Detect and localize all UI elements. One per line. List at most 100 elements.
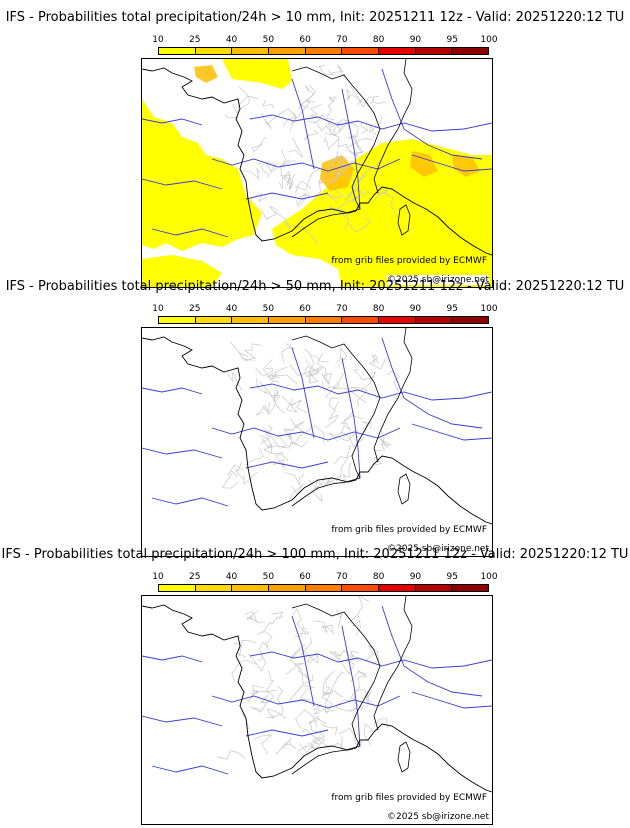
admin-boundary: [247, 689, 277, 703]
colorbar-swatch: [232, 317, 270, 323]
colorbar-tick-label: 40: [225, 304, 238, 314]
credit-source: from grib files provided by ECMWF: [331, 525, 487, 535]
river-line: [341, 88, 361, 210]
admin-boundary: [261, 616, 279, 634]
precip-map: from grib files provided by ECMWF ©2025 …: [141, 595, 493, 825]
admin-boundary: [289, 684, 313, 701]
admin-boundary: [330, 671, 346, 691]
river-line: [245, 461, 329, 469]
admin-boundary: [309, 103, 322, 118]
country-border: [291, 603, 381, 775]
colorbar-tick-label: 50: [262, 304, 275, 314]
river-line: [411, 154, 492, 172]
river-line: [381, 337, 483, 429]
river-line: [211, 695, 401, 709]
admin-boundary: [246, 615, 266, 623]
admin-boundary: [328, 150, 348, 166]
admin-boundary: [371, 354, 379, 365]
colorbar-labels: 10 25 40 50 60 70 80 90 95 100: [152, 304, 497, 315]
colorbar-tick-label: 100: [480, 35, 498, 45]
colorbar-tick-label: 10: [152, 572, 164, 582]
panel-title: IFS - Probabilities total precipitation/…: [5, 279, 625, 294]
colorbar-swatch: [305, 317, 343, 323]
admin-boundary: [359, 690, 372, 708]
colorbar-tick-label: 100: [480, 304, 498, 314]
admin-boundary: [328, 201, 347, 213]
country-border: [373, 596, 413, 731]
admin-boundary: [245, 447, 264, 466]
colorbar-swatch: [452, 585, 489, 591]
river-line: [291, 347, 315, 439]
admin-boundary: [274, 211, 291, 229]
river-line: [291, 78, 315, 170]
admin-boundary: [345, 193, 362, 204]
admin-boundary: [349, 671, 368, 699]
admin-boundary: [262, 359, 279, 381]
admin-boundary: [294, 626, 310, 638]
admin-boundary: [262, 99, 275, 108]
colorbar-swatch: [342, 48, 380, 54]
colorbar-swatch: [452, 48, 489, 54]
precip-area-10: [142, 59, 262, 251]
precip-area-40: [410, 151, 438, 177]
colorbar-boxes: [158, 316, 489, 324]
colorbar-swatch: [159, 317, 196, 323]
coastline: [142, 336, 492, 525]
precip-map: from grib files provided by ECMWF ©2025 …: [141, 58, 493, 288]
admin-boundary: [346, 93, 363, 106]
admin-boundary: [300, 637, 313, 655]
admin-boundary: [294, 180, 312, 194]
map-drawing: [142, 596, 492, 793]
river-line: [381, 68, 483, 160]
river-line: [142, 118, 203, 126]
admin-boundary: [231, 95, 259, 115]
admin-boundary: [256, 163, 270, 179]
admin-boundary: [357, 161, 381, 184]
admin-boundary: [346, 386, 368, 407]
admin-boundary: [363, 723, 374, 746]
admin-boundary: [371, 97, 387, 105]
colorbar-swatch: [305, 48, 343, 54]
admin-boundary: [307, 368, 320, 384]
admin-boundary: [287, 137, 303, 158]
river-line: [249, 651, 492, 669]
credit-copyright: ©2025 sb@irizone.net: [387, 544, 489, 554]
colorbar-swatch: [232, 48, 270, 54]
admin-boundary: [328, 96, 337, 103]
credit-source: from grib files provided by ECMWF: [331, 256, 487, 266]
admin-boundary: [310, 475, 327, 503]
admin-boundary: [265, 670, 274, 691]
map-panel-100mm: IFS - Probabilities total precipitation/…: [0, 547, 630, 825]
admin-boundary: [321, 373, 332, 386]
colorbar-tick-label: 40: [225, 572, 238, 582]
admin-boundary: [240, 168, 261, 180]
admin-boundary: [336, 454, 354, 482]
admin-boundary: [238, 86, 250, 110]
admin-boundary: [304, 129, 319, 141]
corsica-outline: [397, 204, 411, 236]
admin-boundary: [372, 456, 382, 466]
country-border: [291, 66, 381, 238]
colorbar-tick-label: 80: [372, 572, 385, 582]
colorbar-tick-label: 95: [446, 35, 458, 45]
admin-boundary: [284, 175, 294, 191]
admin-boundary: [263, 443, 285, 454]
colorbar-tick-label: 90: [409, 304, 422, 314]
admin-boundary: [272, 459, 287, 470]
admin-boundary: [256, 630, 273, 651]
admin-boundary: [261, 113, 273, 130]
admin-boundary: [332, 165, 357, 190]
admin-boundary: [308, 477, 330, 492]
admin-boundary: [322, 691, 335, 712]
admin-boundary: [227, 464, 243, 478]
admin-boundary: [275, 452, 289, 466]
precip-map: from grib files provided by ECMWF ©2025 …: [141, 327, 493, 557]
map-panel-10mm: IFS - Probabilities total precipitation/…: [0, 10, 630, 288]
admin-boundary: [295, 168, 320, 191]
river-line: [142, 387, 203, 395]
admin-boundary: [374, 717, 388, 728]
admin-boundary: [281, 343, 295, 363]
colorbar-swatch: [159, 48, 196, 54]
admin-boundary: [308, 121, 333, 135]
river-line: [151, 228, 229, 238]
